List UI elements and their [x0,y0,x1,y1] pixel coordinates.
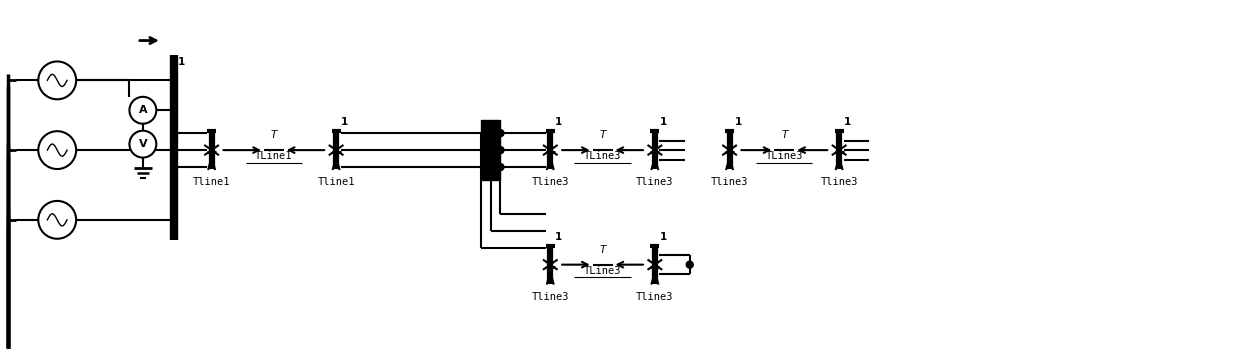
Circle shape [497,164,503,170]
Text: Tline3: Tline3 [711,177,748,187]
Text: TLine3: TLine3 [584,151,621,161]
Text: Tline3: Tline3 [636,291,673,301]
Text: 1: 1 [734,117,742,127]
Text: Tline3: Tline3 [821,177,858,187]
Text: Tline1: Tline1 [317,177,355,187]
Circle shape [497,130,503,137]
Text: 1: 1 [177,58,185,67]
Text: TLine1: TLine1 [255,151,293,161]
Circle shape [129,97,156,124]
Text: 1: 1 [556,232,563,242]
Text: 1: 1 [341,117,348,127]
Text: Tline3: Tline3 [532,291,569,301]
Text: T: T [781,130,787,140]
Text: V: V [139,139,148,149]
Circle shape [686,261,693,268]
Text: A: A [139,105,148,115]
Text: 1: 1 [844,117,852,127]
Text: Tline3: Tline3 [636,177,673,187]
Circle shape [129,131,156,158]
Text: Tline1: Tline1 [193,177,231,187]
Text: 1: 1 [660,232,667,242]
Circle shape [497,147,503,154]
Text: TLine3: TLine3 [765,151,804,161]
Text: Tline3: Tline3 [532,177,569,187]
Text: T: T [599,130,606,140]
Text: T: T [599,245,606,255]
Text: 1: 1 [660,117,667,127]
Text: T: T [270,130,277,140]
Bar [481,120,501,180]
Text: TLine3: TLine3 [584,266,621,275]
Text: 1: 1 [556,117,563,127]
